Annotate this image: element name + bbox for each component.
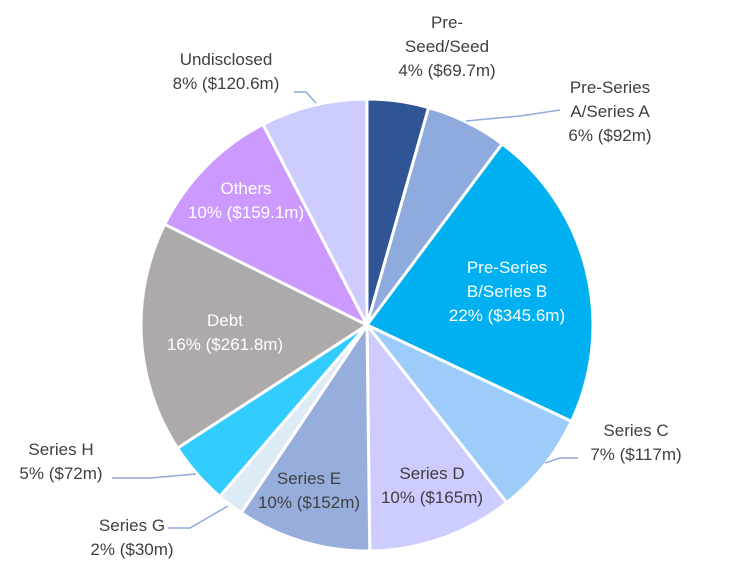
pie-slice-series-e	[239, 320, 372, 553]
label-series-c: Series C 7% ($117m)	[590, 421, 682, 464]
label-series-b: Pre-Series B/Series B 22% ($345.6m)	[448, 258, 566, 325]
label-undisclosed: Undisclosed 8% ($120.6m)	[172, 50, 280, 93]
label-series-g: Series G 2% ($30m)	[90, 516, 174, 559]
leader-line-series-g	[168, 505, 229, 529]
pie-slice-undisclosed	[260, 97, 369, 326]
pie-slice-series-c	[365, 323, 574, 505]
label-debt: Debt 16% ($261.8m)	[166, 311, 284, 354]
label-series-e: Series E 10% ($152m)	[257, 469, 361, 512]
pie-slice-others	[162, 122, 371, 329]
label-series-d: Series D 10% ($165m)	[380, 464, 484, 507]
pie-slice-debt	[139, 222, 371, 451]
leader-line-undisclosed	[294, 91, 317, 104]
pie-slice-series-d	[365, 320, 509, 553]
leader-line-series-c	[544, 457, 578, 464]
label-series-a: Pre-Series A/Series A 6% ($92m)	[568, 78, 652, 145]
label-pre-seed: Pre- Seed/Seed 4% ($69.7m)	[398, 13, 496, 80]
leader-line-series-h	[112, 473, 197, 479]
label-series-h: Series H 5% ($72m)	[19, 440, 103, 483]
pie-slice-pre-series-b-series-b	[364, 141, 595, 424]
leader-line-series-a	[465, 109, 561, 122]
label-others: Others 10% ($159.1m)	[187, 179, 305, 222]
